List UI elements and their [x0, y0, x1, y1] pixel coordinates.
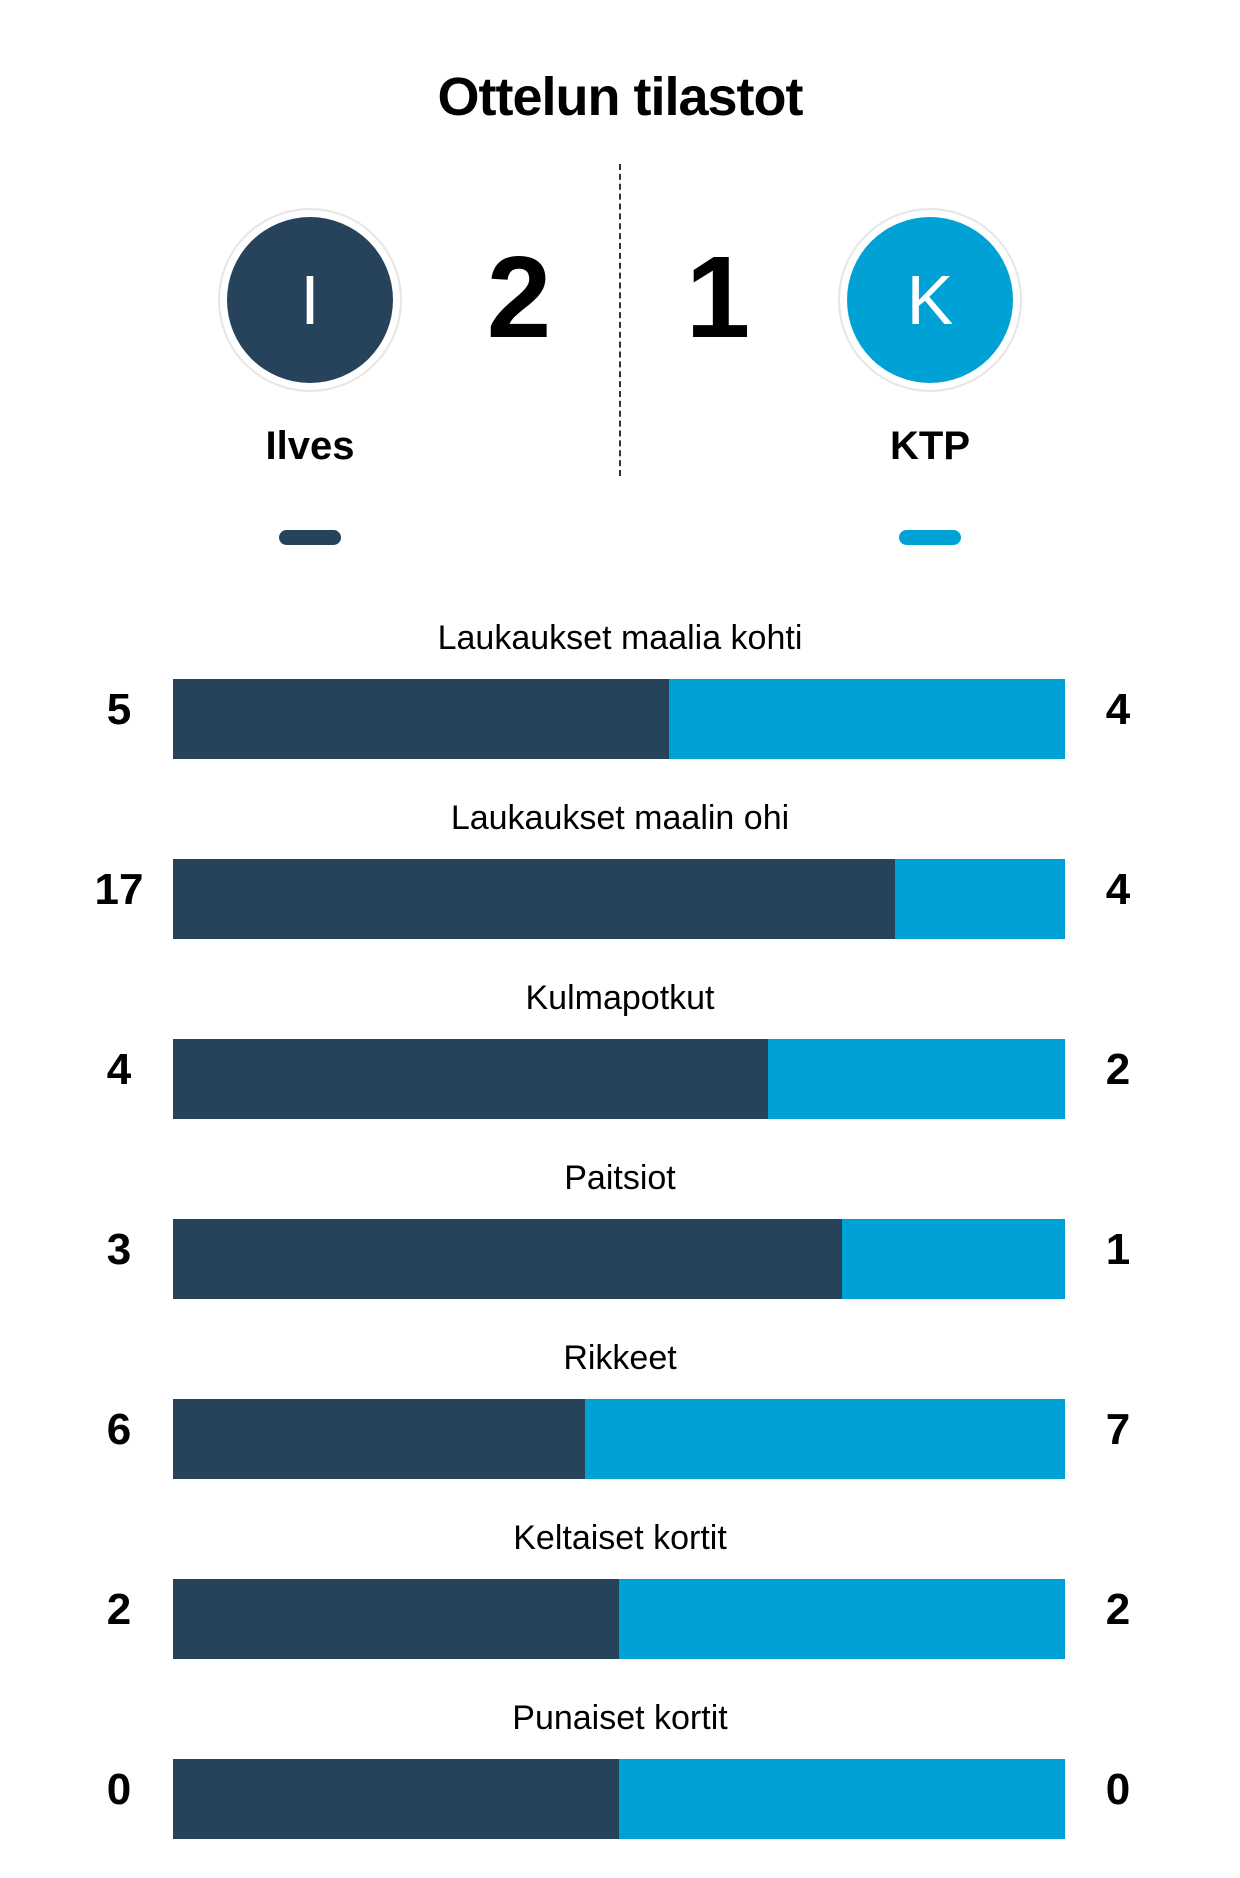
home-stat-value: 3 [106, 1225, 132, 1274]
score-divider [619, 164, 621, 476]
away-stat-bar [668, 679, 1065, 759]
stat-bar [173, 679, 1065, 759]
stat-label: Keltaiset kortit [513, 1519, 727, 1557]
stat-bar [173, 1579, 1065, 1659]
home-stat-value: 2 [106, 1585, 132, 1634]
stat-bar [173, 1399, 1065, 1479]
away-stat-bar [619, 1579, 1065, 1659]
away-stat-value: 2 [1105, 1585, 1131, 1634]
stat-row: Rikkeet 6 7 [0, 1338, 1240, 1518]
stat-label: Laukaukset maalia kohti [437, 619, 803, 657]
home-stat-bar [173, 1759, 619, 1839]
away-stat-value: 4 [1105, 865, 1131, 914]
home-stat-bar [173, 1039, 768, 1119]
home-team-name: Ilves [265, 424, 355, 468]
stat-row: Laukaukset maalia kohti 5 4 [0, 618, 1240, 798]
home-stat-value: 5 [106, 685, 132, 734]
away-stat-bar [895, 859, 1065, 939]
home-team-logo-initial: I [227, 217, 393, 383]
away-stat-value: 2 [1105, 1045, 1131, 1094]
home-stat-bar [173, 859, 896, 939]
stat-label: Punaiset kortit [512, 1699, 728, 1737]
stat-bar [173, 1219, 1065, 1299]
home-stat-value: 4 [106, 1045, 132, 1094]
stat-label: Paitsiot [564, 1159, 676, 1197]
away-team-name: KTP [890, 424, 970, 468]
home-stat-bar [173, 1219, 842, 1299]
stat-bar [173, 1039, 1065, 1119]
stat-row: Laukaukset maalin ohi 17 4 [0, 798, 1240, 978]
home-stat-bar [173, 679, 669, 759]
stat-row: Paitsiot 3 1 [0, 1158, 1240, 1338]
away-stat-bar [767, 1039, 1065, 1119]
stat-row: Keltaiset kortit 2 2 [0, 1518, 1240, 1698]
stat-label: Kulmapotkut [525, 979, 715, 1017]
home-color-legend [279, 530, 341, 545]
away-stat-value: 1 [1105, 1225, 1131, 1274]
home-team-logo: I [218, 208, 402, 392]
away-score: 1 [685, 232, 751, 362]
away-stat-value: 0 [1105, 1765, 1131, 1814]
stat-row: Punaiset kortit 0 0 [0, 1698, 1240, 1878]
stat-label: Rikkeet [563, 1339, 677, 1377]
home-stat-value: 17 [94, 865, 144, 914]
stat-row: Kulmapotkut 4 2 [0, 978, 1240, 1158]
home-stat-bar [173, 1399, 585, 1479]
stat-label: Laukaukset maalin ohi [450, 799, 790, 837]
away-color-legend [899, 530, 961, 545]
away-stat-bar [619, 1759, 1065, 1839]
away-stat-value: 4 [1105, 685, 1131, 734]
page-title: Ottelun tilastot [437, 67, 804, 127]
away-stat-bar [842, 1219, 1065, 1299]
home-score: 2 [486, 232, 552, 362]
stat-bar [173, 859, 1065, 939]
away-team-logo-initial: K [847, 217, 1013, 383]
away-team-logo: K [838, 208, 1022, 392]
home-stat-bar [173, 1579, 619, 1659]
home-stat-value: 6 [106, 1405, 132, 1454]
away-stat-bar [584, 1399, 1065, 1479]
home-stat-value: 0 [106, 1765, 132, 1814]
stat-bar [173, 1759, 1065, 1839]
away-stat-value: 7 [1105, 1405, 1131, 1454]
